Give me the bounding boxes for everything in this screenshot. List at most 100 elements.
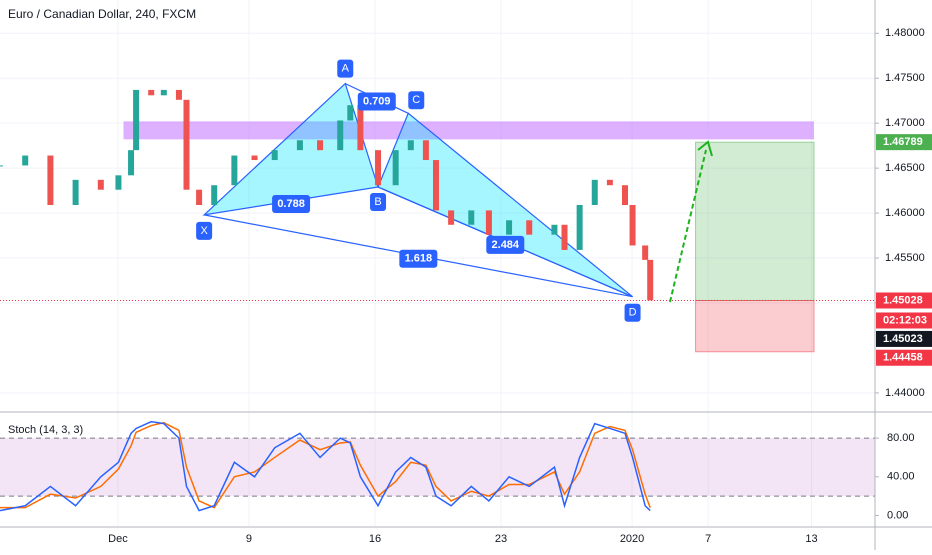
pattern-point-label: C [412, 94, 420, 106]
price-tag-label: 1.46789 [883, 136, 923, 148]
stoch-y-tick-label: 80.00 [887, 432, 915, 444]
candle [211, 185, 218, 205]
ratio-box [486, 235, 525, 254]
resistance-zone [123, 121, 815, 140]
candle [296, 140, 303, 151]
candle [22, 155, 29, 166]
candle [128, 150, 135, 176]
y-tick-label: 1.48000 [885, 27, 925, 39]
candle [0, 165, 3, 167]
pattern-point-label: A [342, 63, 350, 75]
candle [72, 179, 79, 205]
y-tick-label: 1.45500 [885, 252, 925, 264]
price-tag-box [876, 312, 932, 329]
profit-area [695, 141, 815, 301]
stoch-title: Stoch (14, 3, 3) [8, 424, 83, 436]
candle [133, 89, 140, 151]
candle [551, 224, 558, 235]
candle [642, 245, 649, 260]
price-tag-box [876, 292, 932, 309]
forecast-arrow-head [697, 140, 713, 157]
candle [375, 150, 382, 186]
x-tick-label: 13 [805, 533, 817, 545]
candle [251, 155, 258, 161]
x-tick-label: 7 [705, 533, 711, 545]
forecast-arrow [669, 149, 707, 303]
price-tag-label: 1.44458 [883, 352, 923, 364]
candle [506, 220, 513, 235]
x-tick-label: 2020 [620, 533, 644, 545]
pattern-point-box [196, 221, 213, 240]
candle [561, 224, 568, 250]
stoch-y-tick-label: 40.00 [887, 471, 915, 483]
candle [160, 89, 167, 96]
price-tag-box [876, 349, 932, 366]
candle [317, 140, 324, 151]
candle [622, 185, 628, 205]
candle [148, 89, 155, 96]
y-tick-label: 1.47000 [885, 117, 925, 129]
price-tag-box [876, 134, 932, 151]
stoch-y-tick-label: 0.00 [887, 509, 908, 521]
candle [115, 175, 122, 190]
candle [526, 220, 533, 235]
pattern-point-box [624, 303, 641, 322]
label-layer: 1.48000 1.47500 1.47000 1.46500 1.46000 1.455… [108, 27, 932, 545]
candle [357, 105, 364, 151]
loss-area [695, 299, 815, 353]
pattern-point-box [408, 91, 425, 110]
candle [347, 105, 354, 121]
candle [432, 160, 439, 211]
x-tick-label: 16 [369, 533, 381, 545]
x-tick-label: Dec [108, 533, 128, 545]
candle [196, 189, 203, 205]
ratio-label: 0.709 [363, 95, 391, 107]
y-tick-label: 1.47500 [885, 72, 925, 84]
candle [183, 99, 190, 190]
candle [422, 140, 429, 161]
chart-title: Euro / Canadian Dollar, 240, FXCM [8, 7, 196, 21]
ratio-label: 0.788 [277, 198, 305, 210]
pattern-point-label: X [200, 225, 208, 237]
ratio-label: 1.618 [405, 253, 433, 265]
candle [97, 179, 104, 190]
candle [231, 155, 238, 186]
stoch-k-line [0, 420, 651, 512]
ratio-box [272, 194, 311, 213]
x-tick-label: 23 [495, 533, 507, 545]
candle [606, 179, 613, 186]
stoch-d-line [0, 421, 651, 509]
price-tag-box [876, 330, 932, 347]
y-tick-label: 1.44000 [885, 387, 925, 399]
pattern-point-box [337, 59, 354, 78]
candle [576, 205, 583, 250]
candle [407, 140, 414, 151]
candle [337, 120, 344, 151]
candle [485, 210, 492, 235]
main-layer [0, 89, 654, 512]
y-tick-label: 1.46000 [885, 207, 925, 219]
y-tick-label: 1.46500 [885, 162, 925, 174]
candle [271, 150, 278, 161]
candle [629, 205, 636, 246]
stoch-band [0, 438, 875, 497]
candle [647, 259, 654, 301]
price-tag-label: 1.45028 [883, 294, 923, 306]
pattern-point-label: D [629, 307, 637, 319]
candle [47, 155, 54, 205]
ratio-box [357, 92, 396, 111]
background-layer [0, 0, 875, 527]
x-tick-label: 9 [246, 533, 252, 545]
candle [591, 179, 598, 205]
ratio-label: 2.484 [492, 239, 520, 251]
price-tag-label: 1.45023 [883, 333, 923, 345]
pattern-point-box [370, 193, 387, 212]
candle [392, 150, 399, 186]
candle [448, 210, 455, 225]
price-tag-label: 02:12:03 [883, 314, 927, 326]
candle [175, 89, 182, 100]
pattern-point-label: B [374, 196, 381, 208]
ratio-box [399, 249, 438, 268]
